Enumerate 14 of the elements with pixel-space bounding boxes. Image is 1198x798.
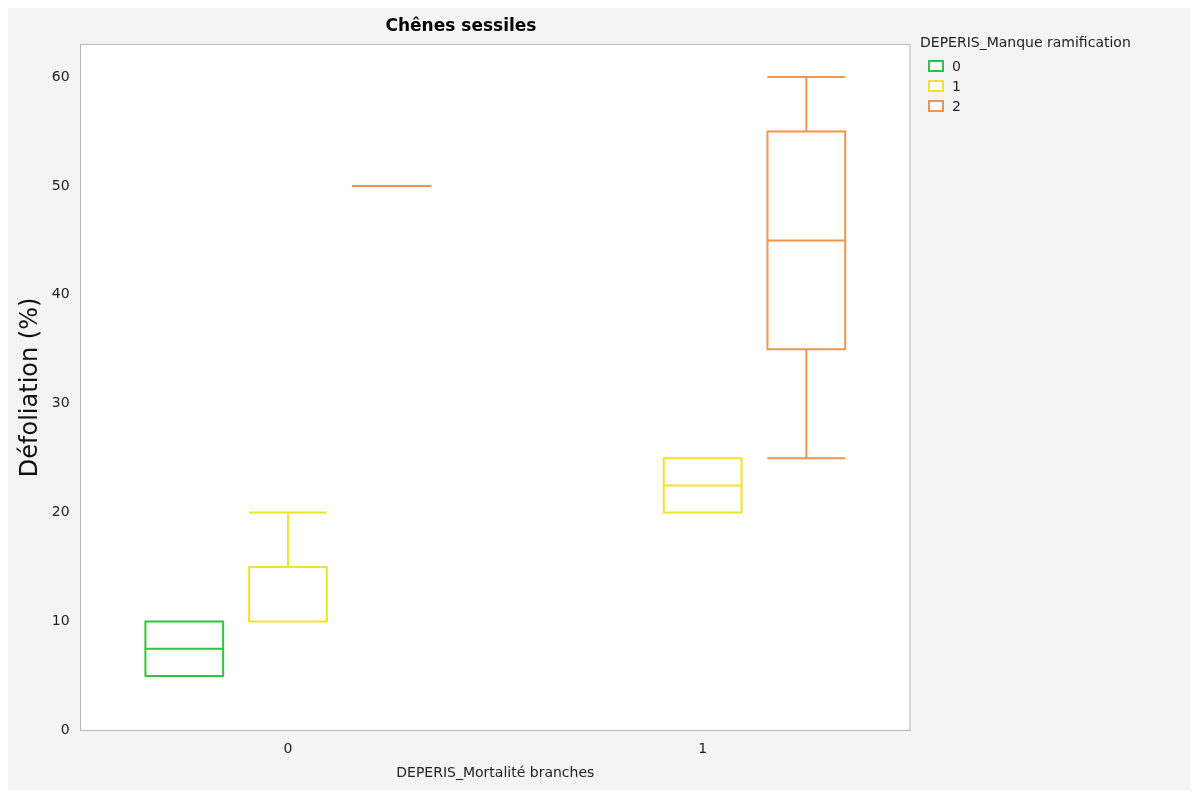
y-tick-label: 30	[51, 394, 70, 411]
y-tick-label: 20	[51, 503, 70, 520]
y-tick-label: 60	[51, 67, 70, 84]
y-tick-label: 50	[51, 176, 70, 193]
legend-label: 0	[952, 57, 961, 76]
chart-title: Chênes sessiles	[385, 14, 537, 35]
y-tick-label: 0	[60, 721, 70, 738]
x-axis-title: DEPERIS_Mortalité branches	[396, 764, 595, 781]
legend-label: 2	[952, 97, 961, 116]
y-tick-label: 10	[51, 612, 70, 629]
y-tick-label: 40	[51, 285, 70, 302]
y-axis-title: Défoliation (%)	[14, 297, 43, 478]
legend-title: DEPERIS_Manque ramification	[920, 34, 1132, 50]
legend-label: 1	[952, 77, 961, 96]
